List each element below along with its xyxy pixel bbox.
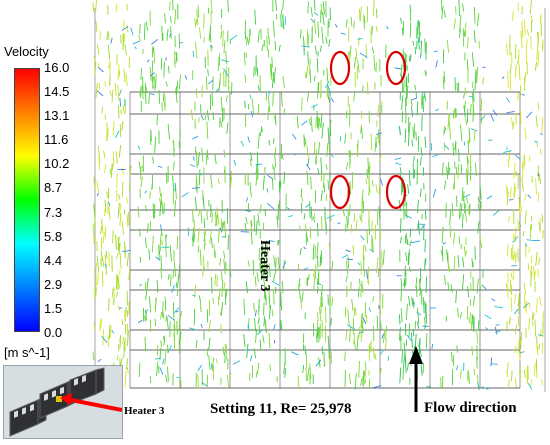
legend-tick-label: 2.9 — [44, 276, 63, 292]
recirculation-highlight-ellipse — [385, 50, 407, 86]
legend-tick-label: 14.5 — [44, 84, 70, 100]
legend-tick-label: 13.1 — [44, 108, 70, 124]
heater-block-render — [9, 367, 122, 437]
legend-tick-label: 7.3 — [44, 204, 63, 220]
figure-caption: Setting 11, Re= 25,978 — [210, 401, 352, 417]
heater-inset-render — [3, 365, 123, 439]
legend-unit: [m s^-1] — [4, 345, 50, 360]
velocity-color-bar — [14, 68, 40, 332]
legend-tick-label: 0.0 — [44, 325, 63, 340]
legend-tick-label: 8.7 — [44, 180, 63, 196]
inset-heater-label: Heater 3 — [124, 405, 165, 417]
heater-3-label: Heater 3 — [257, 240, 272, 292]
flow-direction-arrow-head — [409, 346, 423, 364]
velocity-streaks — [92, 0, 544, 391]
recirculation-highlight-ellipse — [329, 174, 351, 210]
legend-tick-label: 11.6 — [44, 132, 69, 148]
recirculation-highlight-ellipse — [385, 174, 407, 210]
legend-tick-label: 10.2 — [44, 156, 70, 172]
legend-tick-label: 5.8 — [44, 228, 63, 244]
velocity-vector-field — [92, 0, 546, 412]
recirculation-highlight-ellipse — [329, 50, 351, 86]
legend-tick-label: 4.4 — [44, 252, 63, 268]
legend-tick-label: 1.5 — [44, 300, 63, 316]
flow-direction-label: Flow direction — [424, 400, 517, 416]
legend-tick-label: 16.0 — [44, 60, 70, 75]
legend-title: Velocity — [4, 44, 49, 59]
